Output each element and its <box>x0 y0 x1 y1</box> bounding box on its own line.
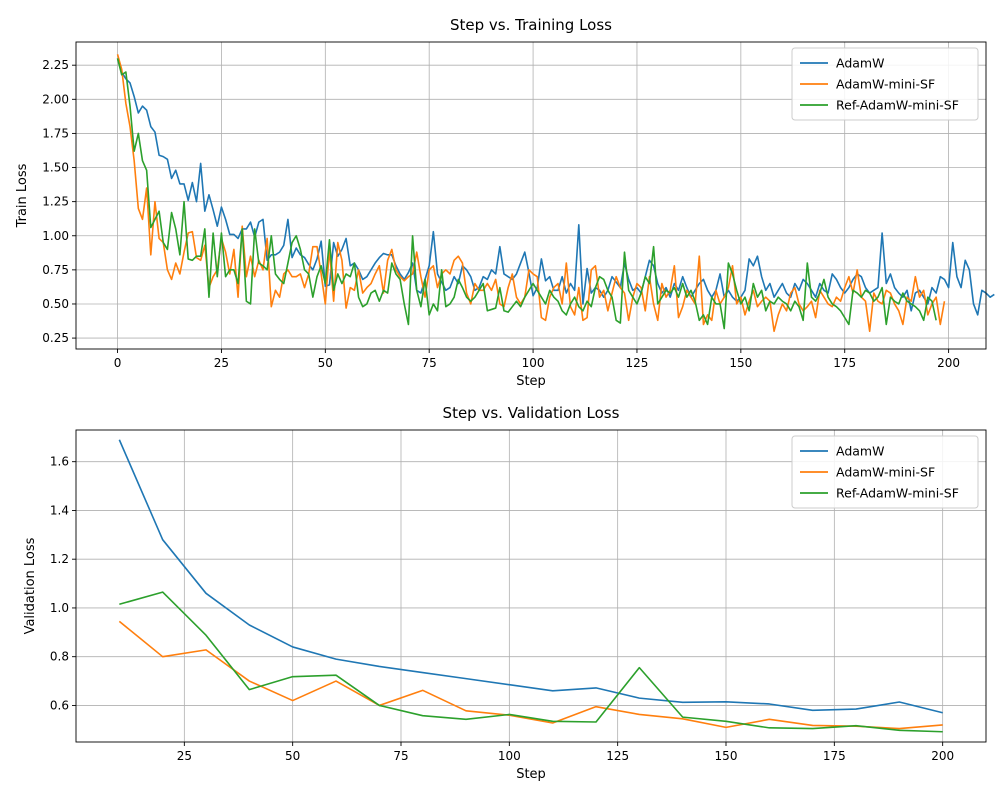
axes-frame <box>75 41 987 350</box>
x-tick-label: 75 <box>393 749 408 763</box>
legend-label: AdamW <box>836 56 884 71</box>
x-axis-label: Step <box>516 767 546 782</box>
x-tick-label: 50 <box>318 356 333 370</box>
chart-title: Step vs. Validation Loss <box>443 404 620 422</box>
legend: AdamW AdamW-mini-SF Ref-AdamW-mini-SF <box>791 435 979 509</box>
axes-frame <box>75 429 987 743</box>
y-tick-label: 0.8 <box>50 650 69 664</box>
x-tick-label: 200 <box>931 749 954 763</box>
legend-label: AdamW-mini-SF <box>836 77 935 92</box>
y-tick-label: 1.0 <box>50 601 69 615</box>
y-tick-label: 1.50 <box>42 161 69 175</box>
y-tick-label: 0.75 <box>42 263 69 277</box>
legend: AdamW AdamW-mini-SF Ref-AdamW-mini-SF <box>791 47 979 121</box>
legend-label: AdamW-mini-SF <box>836 465 935 480</box>
chart-training-loss: 0 25 50 75 100 125 150 175 200 0.25 0.50 0.75 1.00 1.… <box>15 16 995 389</box>
x-tick-label: 100 <box>498 749 521 763</box>
chart-title: Step vs. Training Loss <box>450 16 612 34</box>
y-axis-label: Train Loss <box>15 163 30 228</box>
legend-label: Ref-AdamW-mini-SF <box>836 486 959 501</box>
legend-label: Ref-AdamW-mini-SF <box>836 98 959 113</box>
x-tick-label: 150 <box>715 749 738 763</box>
x-tick-label: 125 <box>626 356 649 370</box>
x-tick-label: 125 <box>606 749 629 763</box>
y-tick-label: 2.25 <box>42 58 69 72</box>
y-axis-label: Validation Loss <box>23 537 38 634</box>
legend-label: AdamW <box>836 444 884 459</box>
x-tick-label: 75 <box>422 356 437 370</box>
x-tick-label: 175 <box>833 356 856 370</box>
y-tick-label: 0.25 <box>42 331 69 345</box>
x-tick-label: 25 <box>214 356 229 370</box>
y-tick-label: 0.50 <box>42 297 69 311</box>
y-tick-label: 1.25 <box>42 195 69 209</box>
series-line-ref-adamw-mini-sf <box>116 58 937 330</box>
x-tick-label: 200 <box>937 356 960 370</box>
legend-box <box>791 47 979 121</box>
y-tick-label: 1.4 <box>50 503 69 517</box>
y-tick-label: 1.6 <box>50 455 69 469</box>
series-line-adamw-mini-sf <box>118 620 943 730</box>
x-tick-label: 175 <box>823 749 846 763</box>
series-line-adamw <box>118 439 943 714</box>
series-line-adamw <box>116 58 995 316</box>
y-tick-label: 1.2 <box>50 552 69 566</box>
chart-validation-loss: 25 50 75 100 125 150 175 200 0.6 0.8 1.0 1.2 1.4 1.6 S… <box>23 404 987 782</box>
y-tick-label: 0.6 <box>50 698 69 712</box>
x-axis-label: Step <box>516 374 546 389</box>
x-tick-label: 0 <box>114 356 122 370</box>
series-line-adamw-mini-sf <box>116 54 946 333</box>
y-tick-label: 1.00 <box>42 229 69 243</box>
legend-box <box>791 435 979 509</box>
y-tick-label: 1.75 <box>42 126 69 140</box>
x-tick-label: 50 <box>285 749 300 763</box>
x-tick-label: 150 <box>729 356 752 370</box>
y-tick-label: 2.00 <box>42 92 69 106</box>
series-line-ref-adamw-mini-sf <box>119 591 943 733</box>
x-tick-label: 100 <box>522 356 545 370</box>
x-tick-label: 25 <box>177 749 192 763</box>
